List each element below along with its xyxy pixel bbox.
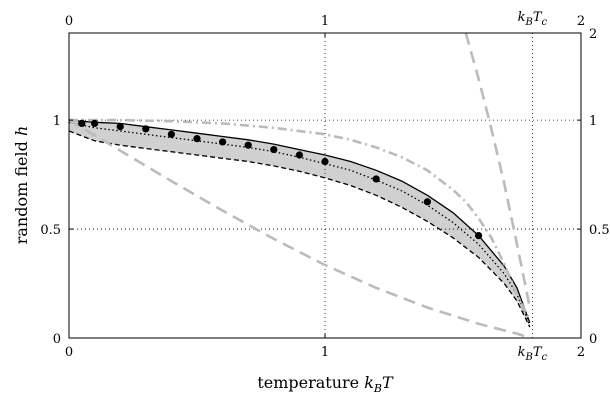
grid-layer — [69, 33, 581, 338]
data-point — [321, 157, 329, 166]
right-tick-label: 0.5 — [589, 223, 610, 238]
data-point — [244, 141, 252, 149]
data-point — [91, 119, 99, 128]
data-point — [372, 175, 380, 183]
shaded-band — [69, 120, 530, 328]
data-point — [116, 123, 124, 131]
y-tick-label: 0.5 — [40, 223, 61, 238]
data-point — [219, 138, 227, 146]
x-tick-label: 1 — [321, 345, 329, 360]
series-line-0 — [69, 119, 531, 324]
series-line-3 — [69, 118, 531, 322]
right-tick-label: 0 — [589, 332, 597, 347]
right-tick-label: 2 — [589, 27, 597, 42]
series-line-5 — [464, 33, 532, 308]
y-tick-label: 1 — [53, 114, 61, 129]
y-tick-label: 0 — [53, 332, 61, 347]
top-tick-label: 1 — [321, 14, 329, 29]
y-axis-label: random field h — [12, 126, 31, 245]
top-tick-label: 2 — [577, 14, 585, 29]
data-point — [475, 232, 483, 240]
shaded-band-layer — [69, 120, 530, 328]
top-tick-label: 0 — [65, 14, 73, 29]
data-point — [193, 135, 201, 143]
right-tick-label: 1 — [589, 114, 597, 129]
x-tick-label: 0 — [65, 345, 73, 360]
data-point — [423, 198, 431, 206]
data-point — [295, 151, 303, 159]
data-point — [270, 145, 278, 154]
data-point — [78, 119, 86, 128]
data-point — [142, 125, 150, 133]
series-line-1 — [69, 121, 531, 326]
x-axis-label: temperature kBT — [257, 373, 394, 395]
data-point — [167, 130, 175, 138]
tc-top-label: kBTc — [518, 10, 548, 28]
series-layer — [69, 33, 532, 338]
series-line-2 — [69, 130, 531, 328]
marker-layer — [78, 119, 483, 240]
tc-bottom-label: kBTc — [518, 345, 548, 363]
x-tick-label: 2 — [577, 345, 585, 360]
